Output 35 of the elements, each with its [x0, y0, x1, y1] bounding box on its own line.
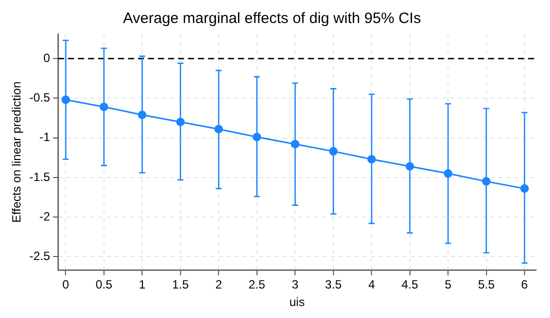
point [214, 124, 223, 134]
x-axis-title: uis [289, 295, 305, 310]
x-tick-label: 2 [215, 278, 222, 292]
x-tick-label: 4.5 [401, 278, 418, 292]
x-tick-label: 0.5 [96, 278, 113, 292]
chart-title: Average marginal effects of dig with 95% CIs [123, 10, 421, 28]
x-tick-label: 0 [62, 278, 70, 292]
y-tick-label: -2.5 [29, 249, 50, 264]
x-tick-label: 2.5 [248, 278, 266, 292]
point [406, 162, 414, 171]
y-axis-title: Effects on linear prediction [10, 82, 24, 223]
x-tick-label: 5.5 [478, 278, 495, 292]
x-tick-label: 1 [138, 278, 146, 292]
point [520, 184, 529, 193]
point [100, 102, 108, 112]
point [367, 154, 376, 164]
x-tick-label: 4 [368, 278, 376, 292]
x-tick-label: 3.5 [325, 278, 342, 292]
point [290, 140, 300, 148]
x-tick-label: 3 [292, 278, 299, 292]
y-tick-label: -1.5 [29, 170, 50, 184]
point [252, 132, 262, 142]
point [444, 169, 452, 178]
point [176, 118, 185, 126]
x-tick-label: 6 [521, 278, 528, 292]
y-tick-label: -0.5 [29, 90, 50, 105]
point [482, 177, 491, 186]
x-tick-label: 1.5 [172, 278, 190, 292]
point [61, 96, 70, 104]
y-tick-label: -2 [39, 209, 50, 224]
y-tick-label: 0 [43, 50, 50, 65]
point [138, 110, 146, 120]
y-tick-label: -1 [39, 130, 50, 144]
point [329, 147, 338, 156]
x-tick-label: 5 [444, 278, 452, 292]
